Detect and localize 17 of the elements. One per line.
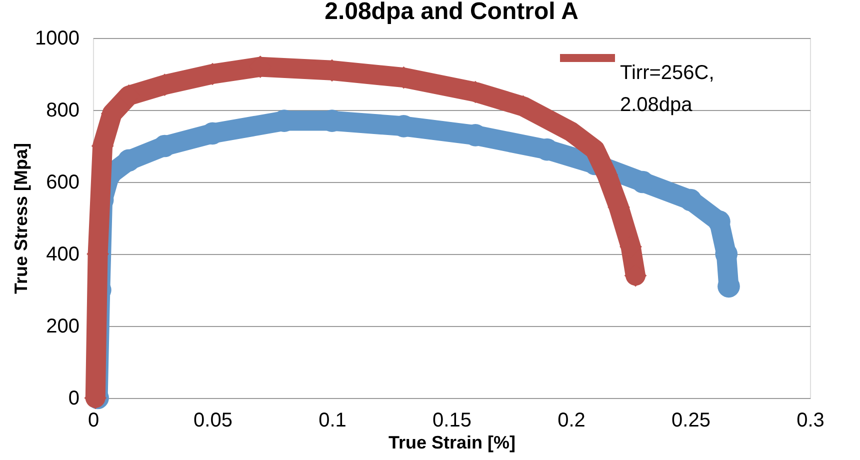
x-tick-label: 0.1 bbox=[318, 410, 346, 432]
y-tick-label: 400 bbox=[46, 244, 80, 266]
y-axis-title: True Stress [Mpa] bbox=[11, 142, 32, 294]
series-label: Tirr=256C, 2.08dpa bbox=[620, 62, 714, 116]
x-tick-label: 0.2 bbox=[558, 410, 586, 432]
y-tick-label: 0 bbox=[68, 388, 80, 410]
x-tick-label: 0 bbox=[88, 410, 100, 432]
y-tick-label: 1000 bbox=[35, 28, 80, 50]
chart-title: 2.08dpa and Control A bbox=[324, 0, 578, 25]
y-tick-label: 200 bbox=[46, 316, 80, 338]
y-tick-label: 600 bbox=[46, 172, 80, 194]
x-tick-label: 0.25 bbox=[672, 410, 710, 432]
x-tick-label: 0.3 bbox=[796, 410, 824, 432]
x-axis-title: True Strain [%] bbox=[388, 432, 516, 452]
y-tick-label: 800 bbox=[46, 100, 80, 122]
x-tick-label: 0.15 bbox=[432, 410, 472, 432]
x-tick-label: 0.05 bbox=[194, 410, 232, 432]
